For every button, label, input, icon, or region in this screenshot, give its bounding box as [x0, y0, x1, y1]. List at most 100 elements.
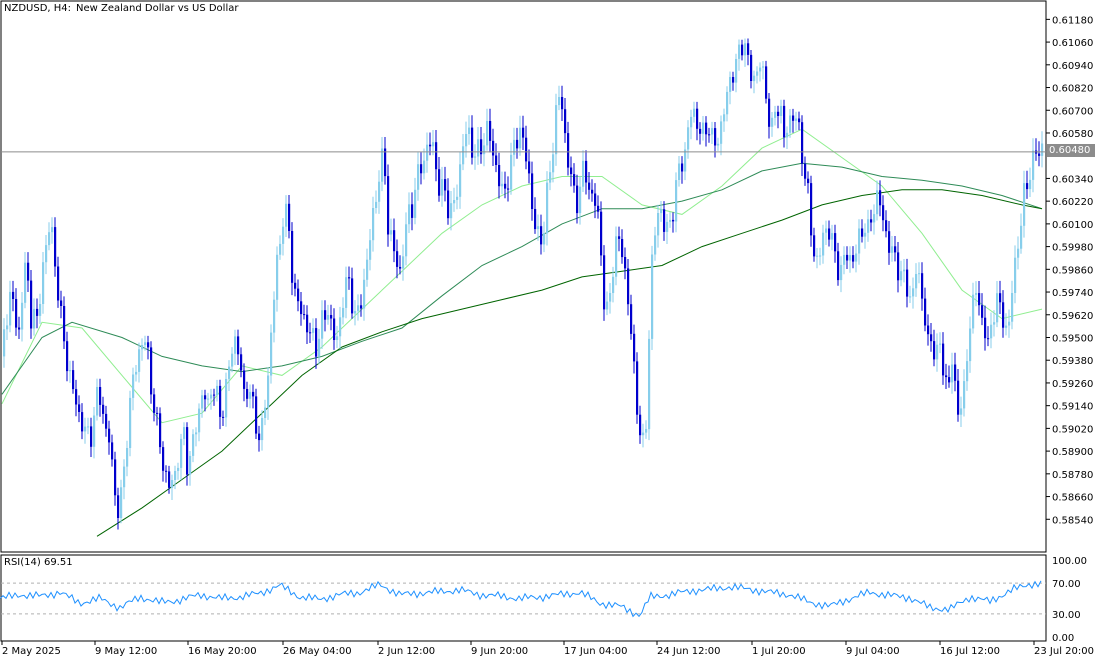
candle-body [492, 140, 495, 156]
candle-body [153, 394, 156, 413]
candle-body [594, 193, 597, 206]
candle-body [246, 389, 249, 399]
candle-body [33, 308, 36, 329]
main-chart-frame [0, 0, 1047, 553]
price-axis-label: 0.58660 [1052, 493, 1093, 504]
price-axis-label: 0.59020 [1052, 424, 1093, 435]
price-axis-label: 0.60700 [1052, 106, 1093, 117]
candle-body [813, 235, 816, 257]
candle-body [642, 432, 645, 436]
candle-body [240, 354, 243, 371]
candle-body [816, 255, 819, 257]
candle-body [474, 156, 477, 158]
candle-body [498, 165, 501, 187]
candle-body [495, 155, 498, 165]
price-axis-label: 0.58900 [1052, 447, 1093, 458]
candle-body [840, 264, 843, 281]
rsi-label: RSI(14) 69.51 [4, 557, 73, 568]
time-axis-label: 9 Jul 04:00 [846, 646, 900, 657]
candle-body [339, 317, 342, 337]
candle-body [171, 480, 174, 488]
candle-body [630, 304, 633, 334]
candle-body [690, 116, 693, 128]
price-axis-label: 0.59380 [1052, 356, 1093, 367]
candle-body [453, 200, 456, 204]
candle-body [477, 139, 480, 157]
candle-body [174, 471, 177, 480]
candle-body [81, 412, 84, 432]
candle-body [9, 291, 12, 326]
candle-body [426, 144, 429, 161]
candle-body [624, 257, 627, 269]
candle-body [1023, 183, 1026, 226]
candle-body [288, 203, 291, 231]
candle-body [330, 315, 333, 319]
time-axis-label: 16 Jul 12:00 [940, 646, 1000, 657]
candle-body [12, 291, 15, 299]
candle-body [39, 304, 42, 316]
candle-body [480, 139, 483, 155]
candle-body [1041, 143, 1044, 156]
price-axis-label: 0.61180 [1052, 15, 1093, 26]
candle-body [537, 226, 540, 230]
candle-body [567, 133, 570, 168]
candle-body [1020, 225, 1023, 249]
candle-body [234, 336, 237, 354]
candle-body [531, 173, 534, 209]
candle-body [708, 134, 711, 136]
candle-body [960, 408, 963, 415]
candle-body [984, 317, 987, 339]
candle-body [516, 139, 519, 149]
candle-body [525, 137, 528, 162]
candle-body [714, 128, 717, 146]
candle-body [354, 311, 357, 314]
candle-body [105, 413, 108, 429]
candles [3, 38, 1044, 530]
price-axis-label: 0.59740 [1052, 288, 1093, 299]
candle-body [798, 118, 801, 123]
candle-body [873, 214, 876, 223]
candle-body [597, 205, 600, 212]
candle-body [120, 487, 123, 518]
candle-body [675, 180, 678, 222]
candle-body [345, 277, 348, 308]
candle-body [273, 299, 276, 333]
candle-body [942, 343, 945, 376]
candle-body [363, 279, 366, 309]
candle-body [375, 201, 378, 208]
candle-body [207, 398, 210, 400]
candle-body [3, 329, 6, 357]
candle-body [1011, 293, 1014, 322]
candle-body [387, 176, 390, 235]
candle-body [282, 226, 285, 244]
price-axis-label: 0.59980 [1052, 243, 1093, 254]
candle-body [129, 397, 132, 448]
candle-body [843, 254, 846, 265]
candle-body [180, 438, 183, 468]
candle-body [933, 341, 936, 360]
candle-body [549, 172, 552, 183]
candle-body [69, 370, 72, 372]
candle-body [78, 404, 81, 412]
time-axis: 2 May 2025 9 May 12:00 16 May 20:00 26 May … [1, 641, 1094, 657]
candle-body [765, 66, 768, 99]
time-axis-label: 16 May 20:00 [188, 646, 257, 657]
candle-body [906, 269, 909, 297]
candle-body [186, 427, 189, 475]
price-axis-label: 0.60100 [1052, 220, 1093, 231]
candle-body [456, 196, 459, 200]
candle-body [579, 186, 582, 214]
candle-body [528, 161, 531, 174]
candle-body [927, 325, 930, 335]
candle-body [705, 122, 708, 135]
candle-body [834, 233, 837, 252]
candle-body [93, 415, 96, 447]
candle-body [87, 426, 90, 428]
candle-body [501, 183, 504, 187]
candle-body [441, 179, 444, 196]
candle-body [117, 495, 120, 518]
candle-body [990, 324, 993, 339]
candle-body [996, 293, 999, 323]
candle-body [483, 145, 486, 155]
candle-body [252, 391, 255, 397]
